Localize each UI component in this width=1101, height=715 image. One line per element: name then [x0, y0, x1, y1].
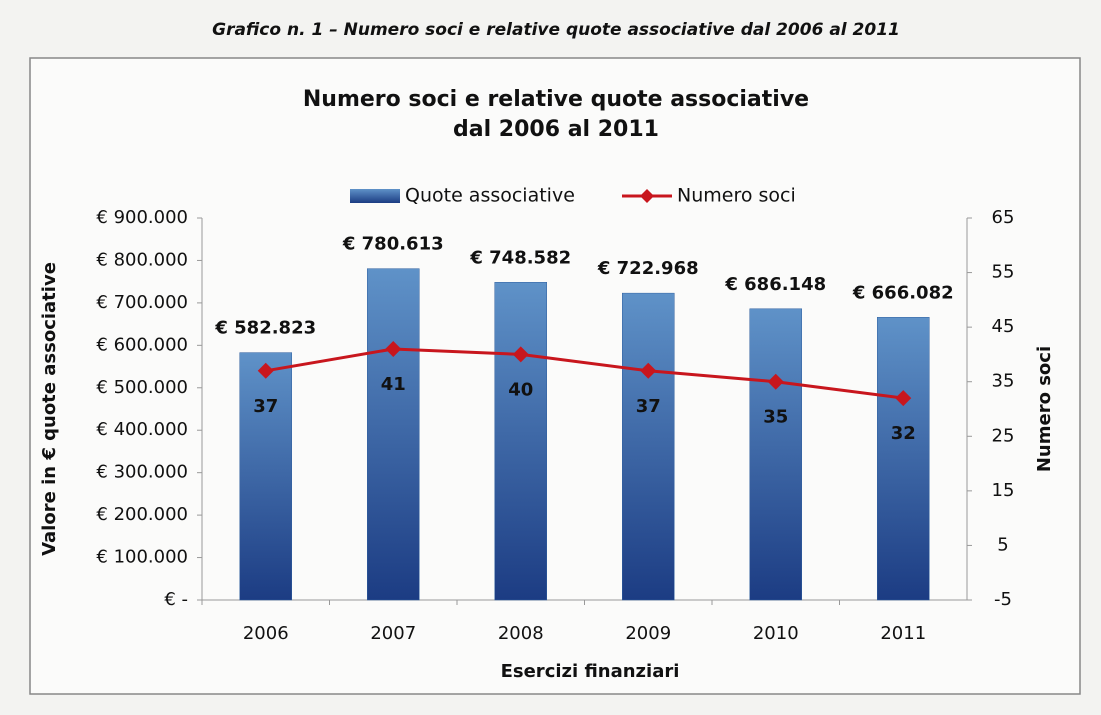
- x-tick-label: 2011: [880, 623, 926, 644]
- bar-value-label: € 582.823: [214, 318, 316, 339]
- y2-tick-label: 5: [997, 534, 1008, 555]
- y-tick-label: € 800.000: [96, 249, 188, 270]
- y-tick-label: € 400.000: [96, 419, 188, 440]
- line-value-label: 32: [891, 423, 916, 444]
- y2-tick-label: 15: [992, 480, 1015, 501]
- bar: [622, 292, 675, 601]
- legend-label: Numero soci: [677, 185, 796, 207]
- line-marker: [257, 362, 274, 379]
- legend-marker: [640, 189, 654, 203]
- y2-tick-label: 35: [992, 371, 1015, 392]
- legend-swatch: [350, 189, 400, 203]
- y-tick-label: € 100.000: [96, 547, 188, 568]
- y2-tick-label: -5: [994, 589, 1012, 610]
- y-tick-label: € 200.000: [96, 504, 188, 525]
- y-tick-label: € 300.000: [96, 462, 188, 483]
- line-marker: [512, 346, 529, 363]
- bar: [749, 308, 802, 601]
- caption: Grafico n. 1 – Numero soci e relative qu…: [212, 20, 900, 40]
- chart-title: dal 2006 al 2011: [453, 117, 659, 142]
- x-tick-label: 2008: [498, 623, 544, 644]
- y-tick-label: € 600.000: [96, 334, 188, 355]
- legend-label: Quote associative: [405, 185, 575, 207]
- bar: [239, 352, 292, 601]
- line-value-label: 40: [508, 379, 533, 400]
- line-value-label: 37: [636, 396, 661, 417]
- line-marker: [640, 362, 657, 379]
- bar: [877, 317, 930, 601]
- bar: [367, 268, 420, 601]
- line-value-label: 37: [253, 396, 278, 417]
- x-tick-label: 2009: [625, 623, 671, 644]
- x-tick-label: 2007: [370, 623, 416, 644]
- y2-axis-title: Numero soci: [1034, 346, 1055, 472]
- line-value-label: 41: [381, 374, 406, 395]
- y2-tick-label: 55: [992, 262, 1015, 283]
- y2-tick-label: 25: [992, 425, 1015, 446]
- y-tick-label: € 500.000: [96, 377, 188, 398]
- bar-value-label: € 722.968: [597, 258, 699, 279]
- bar-value-label: € 780.613: [342, 234, 444, 255]
- line-value-label: 35: [763, 407, 788, 428]
- chart-title: Numero soci e relative quote associative: [303, 87, 809, 112]
- line: [265, 347, 904, 400]
- y-tick-label: € 700.000: [96, 292, 188, 313]
- y-axis-title: Valore in € quote associative: [39, 262, 60, 556]
- line-marker: [767, 373, 784, 390]
- y2-tick-label: 45: [992, 316, 1015, 337]
- bar-value-label: € 748.582: [469, 247, 571, 268]
- y-tick-label: € 900.000: [96, 207, 188, 228]
- line-marker: [895, 390, 912, 407]
- y2-tick-label: 65: [992, 207, 1015, 228]
- line-marker: [385, 340, 402, 357]
- y-tick-label: € -: [164, 589, 188, 610]
- x-tick-label: 2006: [243, 623, 289, 644]
- x-tick-label: 2010: [753, 623, 799, 644]
- x-axis-title: Esercizi finanziari: [501, 661, 680, 682]
- bar: [494, 282, 547, 601]
- bar-value-label: € 666.082: [852, 282, 954, 303]
- bar-value-label: € 686.148: [724, 274, 826, 295]
